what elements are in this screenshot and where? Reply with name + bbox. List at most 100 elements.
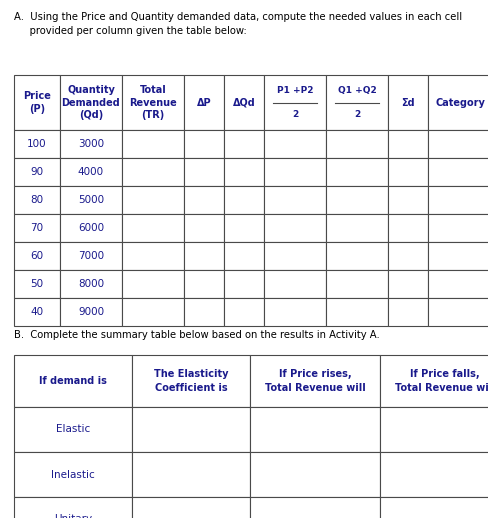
Bar — [249, 497, 379, 518]
Text: A.  Using the Price and Quantity demanded data, compute the needed values in eac: A. Using the Price and Quantity demanded… — [14, 12, 461, 36]
Bar — [427, 130, 488, 158]
Text: ΔP: ΔP — [196, 97, 211, 108]
Bar — [379, 452, 488, 497]
Text: If demand is: If demand is — [39, 376, 107, 386]
Bar — [325, 75, 387, 130]
Bar — [427, 158, 488, 186]
Text: 70: 70 — [30, 223, 43, 233]
Bar — [14, 407, 132, 452]
Bar — [183, 130, 224, 158]
Bar — [122, 130, 183, 158]
Bar — [60, 242, 122, 270]
Bar — [132, 355, 249, 407]
Text: 50: 50 — [30, 279, 43, 289]
Bar — [427, 270, 488, 298]
Text: 6000: 6000 — [78, 223, 104, 233]
Text: 90: 90 — [30, 167, 43, 177]
Bar — [325, 130, 387, 158]
Bar — [264, 270, 325, 298]
Text: ΔQd: ΔQd — [232, 97, 255, 108]
Bar — [249, 407, 379, 452]
Bar — [14, 214, 60, 242]
Bar — [183, 298, 224, 326]
Text: Price
(P): Price (P) — [23, 91, 51, 113]
Text: 60: 60 — [30, 251, 43, 261]
Text: 5000: 5000 — [78, 195, 104, 205]
Text: P1 +P2: P1 +P2 — [276, 86, 313, 95]
Bar — [122, 298, 183, 326]
Bar — [224, 298, 264, 326]
Bar — [379, 497, 488, 518]
Bar — [325, 298, 387, 326]
Bar — [122, 158, 183, 186]
Bar — [264, 158, 325, 186]
Bar — [122, 242, 183, 270]
Text: B.  Complete the summary table below based on the results in Activity A.: B. Complete the summary table below base… — [14, 330, 379, 340]
Bar — [183, 186, 224, 214]
Bar — [264, 242, 325, 270]
Bar — [387, 186, 427, 214]
Text: 7000: 7000 — [78, 251, 104, 261]
Bar — [60, 158, 122, 186]
Text: Q1 +Q2: Q1 +Q2 — [337, 86, 376, 95]
Text: If Price falls,
Total Revenue will: If Price falls, Total Revenue will — [394, 369, 488, 393]
Bar — [387, 214, 427, 242]
Text: Unitary: Unitary — [54, 514, 92, 518]
Bar — [14, 298, 60, 326]
Bar — [224, 158, 264, 186]
Bar — [264, 130, 325, 158]
Text: Quantity
Demanded
(Qd): Quantity Demanded (Qd) — [61, 85, 120, 120]
Bar — [224, 186, 264, 214]
Bar — [14, 355, 132, 407]
Bar — [14, 497, 132, 518]
Bar — [14, 186, 60, 214]
Bar — [387, 298, 427, 326]
Bar — [379, 407, 488, 452]
Text: 2: 2 — [353, 110, 359, 119]
Bar — [427, 214, 488, 242]
Bar — [387, 75, 427, 130]
Bar — [427, 186, 488, 214]
Bar — [264, 186, 325, 214]
Bar — [264, 214, 325, 242]
Text: Category: Category — [435, 97, 485, 108]
Bar — [224, 130, 264, 158]
Bar — [183, 75, 224, 130]
Bar — [14, 130, 60, 158]
Bar — [264, 298, 325, 326]
Bar — [14, 158, 60, 186]
Text: Σd: Σd — [400, 97, 414, 108]
Bar — [60, 270, 122, 298]
Bar — [224, 270, 264, 298]
Bar — [379, 355, 488, 407]
Text: 40: 40 — [30, 307, 43, 317]
Bar — [224, 242, 264, 270]
Bar — [132, 407, 249, 452]
Bar — [427, 298, 488, 326]
Bar — [14, 75, 60, 130]
Bar — [132, 452, 249, 497]
Text: 80: 80 — [30, 195, 43, 205]
Bar — [387, 242, 427, 270]
Bar — [387, 158, 427, 186]
Bar — [387, 130, 427, 158]
Bar — [60, 186, 122, 214]
Bar — [122, 75, 183, 130]
Text: If Price rises,
Total Revenue will: If Price rises, Total Revenue will — [264, 369, 365, 393]
Bar — [325, 186, 387, 214]
Text: Inelastic: Inelastic — [51, 469, 95, 480]
Text: Elastic: Elastic — [56, 424, 90, 435]
Bar — [325, 158, 387, 186]
Bar — [60, 214, 122, 242]
Bar — [122, 270, 183, 298]
Bar — [249, 355, 379, 407]
Bar — [60, 298, 122, 326]
Text: 4000: 4000 — [78, 167, 104, 177]
Bar — [224, 214, 264, 242]
Bar — [264, 75, 325, 130]
Bar — [183, 158, 224, 186]
Bar — [249, 452, 379, 497]
Bar — [183, 270, 224, 298]
Text: Total
Revenue
(TR): Total Revenue (TR) — [129, 85, 177, 120]
Bar — [387, 270, 427, 298]
